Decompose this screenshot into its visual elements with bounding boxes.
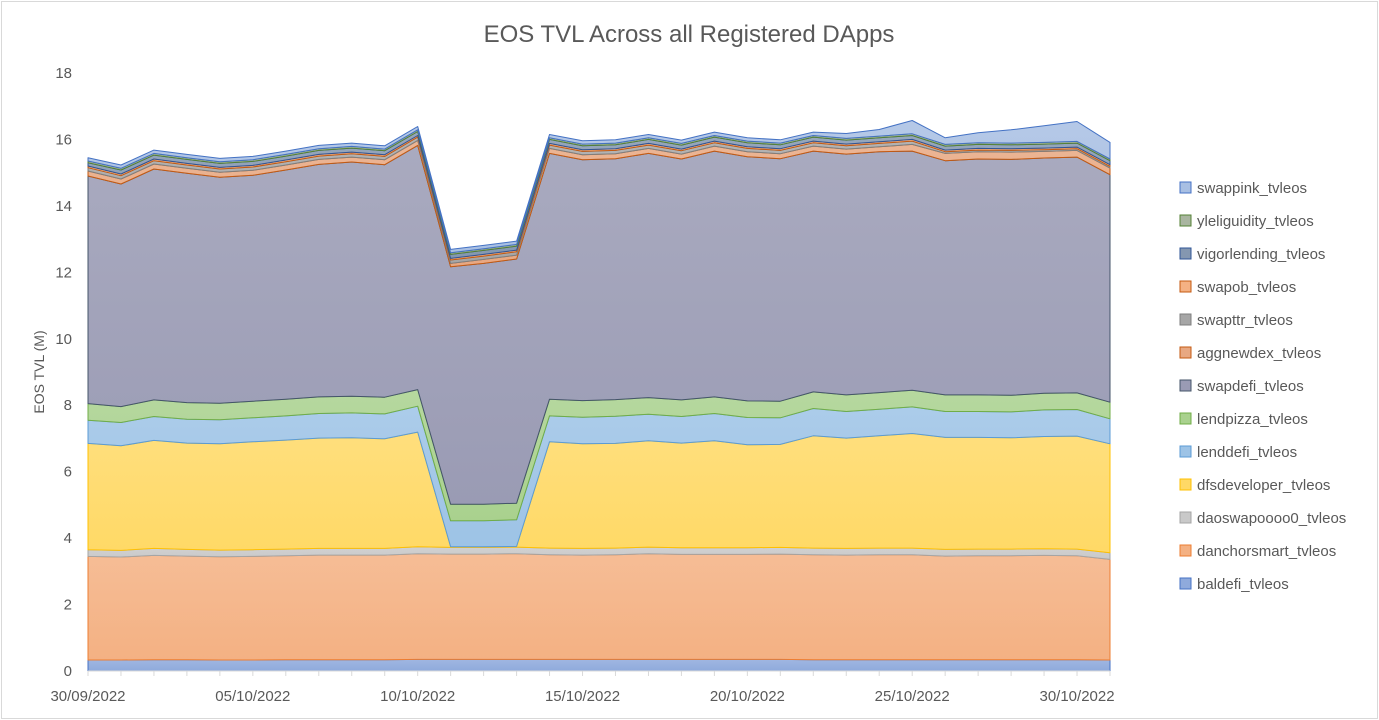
legend-label: vigorlending_tvleos <box>1197 246 1325 263</box>
y-axis-ticks: 0 2 4 6 8 10 12 14 16 18 <box>55 65 72 680</box>
y-tick-label: 0 <box>64 663 72 680</box>
legend-swatch <box>1179 214 1192 227</box>
y-tick-label: 10 <box>55 331 72 348</box>
legend-swatch <box>1179 511 1192 524</box>
legend-swatch <box>1179 577 1192 590</box>
x-tick-label: 25/10/2022 <box>875 688 950 705</box>
legend-label: swapdefi_tvleos <box>1197 378 1304 395</box>
legend-label: swappink_tvleos <box>1197 180 1307 197</box>
legend-item-lenddefi-tvleos: lenddefi_tvleos <box>1179 444 1297 461</box>
legend-item-dfsdeveloper-tvleos: dfsdeveloper_tvleos <box>1179 477 1330 494</box>
legend-label: daoswapoooo0_tvleos <box>1197 510 1346 527</box>
legend-label: aggnewdex_tvleos <box>1197 345 1321 362</box>
legend-swatch <box>1179 247 1192 260</box>
legend-label: lenddefi_tvleos <box>1197 444 1297 461</box>
y-tick-label: 14 <box>55 198 72 215</box>
x-axis: 30/09/2022 05/10/2022 10/10/2022 15/10/2022… <box>50 670 1115 705</box>
y-tick-label: 12 <box>55 264 72 281</box>
legend-swatch <box>1179 544 1192 557</box>
y-axis-title: EOS TVL (M) <box>31 330 47 413</box>
x-tick-label: 15/10/2022 <box>545 688 620 705</box>
area-series-baldefi-tvleos <box>87 658 1111 672</box>
y-tick-label: 4 <box>64 530 72 547</box>
legend-label: swapttr_tvleos <box>1197 312 1293 329</box>
legend-item-swapob-tvleos: swapob_tvleos <box>1179 279 1296 296</box>
legend-swatch <box>1179 445 1192 458</box>
x-tick-label: 05/10/2022 <box>215 688 290 705</box>
legend-swatch <box>1179 412 1192 425</box>
area-series-swappink-tvleos <box>87 120 1111 254</box>
legend-swatch <box>1179 379 1192 392</box>
legend-swatch <box>1179 280 1192 293</box>
legend-label: lendpizza_tvleos <box>1197 411 1308 428</box>
y-tick-label: 2 <box>64 597 72 614</box>
legend-swatch <box>1179 478 1192 491</box>
legend-item-daoswapoooo0-tvleos: daoswapoooo0_tvleos <box>1179 510 1346 527</box>
legend-swatch <box>1179 313 1192 326</box>
y-tick-label: 16 <box>55 131 72 148</box>
legend-label: yleliguidity_tvleos <box>1197 213 1314 230</box>
legend-item-lendpizza-tvleos: lendpizza_tvleos <box>1179 411 1308 428</box>
area-series-danchorsmart-tvleos <box>87 553 1111 661</box>
x-tick-label: 20/10/2022 <box>710 688 785 705</box>
legend-item-aggnewdex-tvleos: aggnewdex_tvleos <box>1179 345 1321 362</box>
y-tick-label: 8 <box>64 397 72 414</box>
legend-label: dfsdeveloper_tvleos <box>1197 477 1330 494</box>
area-series-group <box>87 120 1111 672</box>
legend: swappink_tvleos yleliguidity_tvleosvigorl… <box>1179 180 1346 593</box>
x-tick-label: 30/10/2022 <box>1039 688 1114 705</box>
y-tick-label: 6 <box>64 464 72 481</box>
legend-item-yleliguidity-tvleos: yleliguidity_tvleos <box>1179 213 1314 230</box>
legend-swatch <box>1179 181 1192 194</box>
legend-item-vigorlending-tvleos: vigorlending_tvleos <box>1179 246 1325 263</box>
legend-item-swappink-tvleos: swappink_tvleos <box>1179 180 1307 197</box>
legend-swatch <box>1179 346 1192 359</box>
legend-item-danchorsmart-tvleos: danchorsmart_tvleos <box>1179 543 1336 560</box>
x-tick-label: 10/10/2022 <box>380 688 455 705</box>
chart-title: EOS TVL Across all Registered DApps <box>484 21 895 48</box>
legend-item-swapdefi-tvleos: swapdefi_tvleos <box>1179 378 1304 395</box>
area-series-dfsdeveloper-tvleos <box>87 431 1111 554</box>
legend-label: baldefi_tvleos <box>1197 576 1289 593</box>
legend-item-swapttr-tvleos: swapttr_tvleos <box>1179 312 1293 329</box>
legend-label: danchorsmart_tvleos <box>1197 543 1336 560</box>
y-tick-label: 18 <box>55 65 72 82</box>
legend-item-baldefi-tvleos: baldefi_tvleos <box>1179 576 1289 593</box>
legend-label: swapob_tvleos <box>1197 279 1296 296</box>
x-tick-label: 30/09/2022 <box>50 688 125 705</box>
